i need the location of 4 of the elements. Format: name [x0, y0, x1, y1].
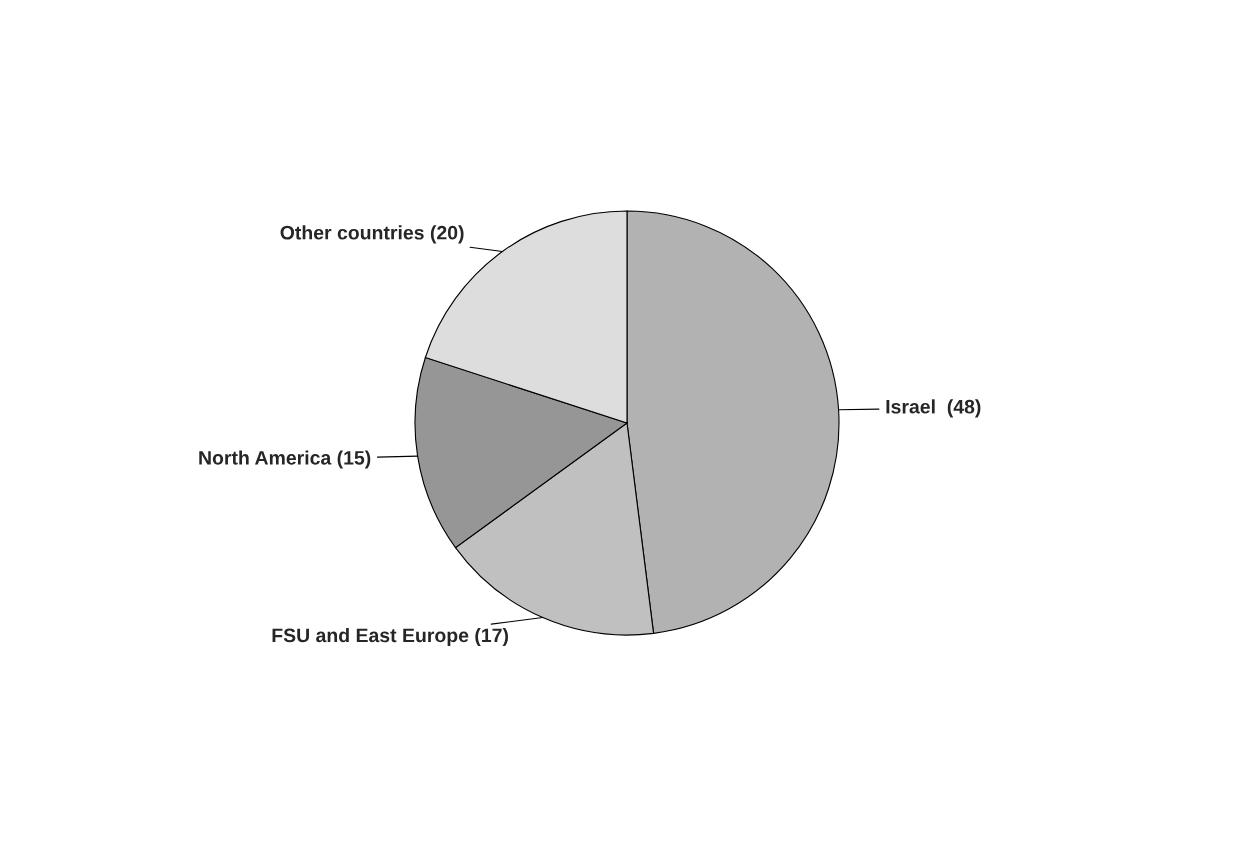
slice-label: Other countries (20): [280, 225, 464, 244]
slice-label: FSU and East Europe (17): [272, 627, 508, 647]
slice-label: North America (15): [199, 450, 371, 469]
slice-label: Israel (48): [886, 399, 981, 418]
